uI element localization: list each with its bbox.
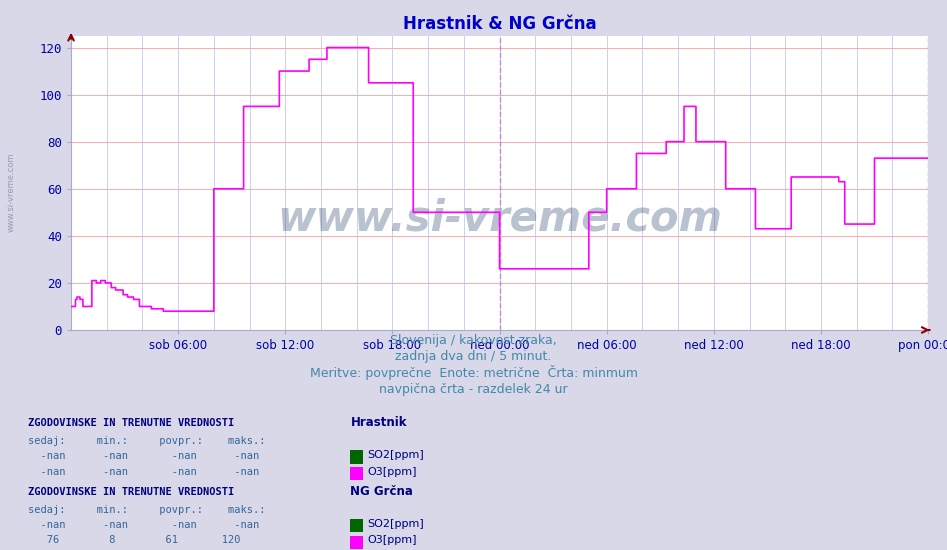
- Text: -nan      -nan       -nan      -nan: -nan -nan -nan -nan: [28, 466, 259, 477]
- Text: sedaj:     min.:     povpr.:    maks.:: sedaj: min.: povpr.: maks.:: [28, 436, 266, 446]
- Text: NG Grčna: NG Grčna: [350, 485, 413, 498]
- Text: ZGODOVINSKE IN TRENUTNE VREDNOSTI: ZGODOVINSKE IN TRENUTNE VREDNOSTI: [28, 487, 235, 497]
- Text: -nan      -nan       -nan      -nan: -nan -nan -nan -nan: [28, 451, 259, 461]
- Text: -nan      -nan       -nan      -nan: -nan -nan -nan -nan: [28, 520, 259, 530]
- Text: Meritve: povprečne  Enote: metrične  Črta: minmum: Meritve: povprečne Enote: metrične Črta:…: [310, 365, 637, 380]
- Text: 76        8        61       120: 76 8 61 120: [28, 535, 241, 546]
- Text: www.si-vreme.com: www.si-vreme.com: [277, 197, 722, 239]
- Text: sedaj:     min.:     povpr.:    maks.:: sedaj: min.: povpr.: maks.:: [28, 504, 266, 515]
- Text: Hrastnik: Hrastnik: [350, 416, 407, 429]
- Text: ZGODOVINSKE IN TRENUTNE VREDNOSTI: ZGODOVINSKE IN TRENUTNE VREDNOSTI: [28, 418, 235, 428]
- Text: Slovenija / kakovost zraka,: Slovenija / kakovost zraka,: [390, 334, 557, 346]
- Text: navpična črta - razdelek 24 ur: navpična črta - razdelek 24 ur: [379, 383, 568, 396]
- Title: Hrastnik & NG Grčna: Hrastnik & NG Grčna: [402, 15, 597, 33]
- Text: O3[ppm]: O3[ppm]: [367, 466, 417, 477]
- Text: SO2[ppm]: SO2[ppm]: [367, 519, 424, 529]
- Text: O3[ppm]: O3[ppm]: [367, 535, 417, 546]
- Text: zadnja dva dni / 5 minut.: zadnja dva dni / 5 minut.: [395, 350, 552, 363]
- Text: www.si-vreme.com: www.si-vreme.com: [7, 153, 16, 232]
- Text: SO2[ppm]: SO2[ppm]: [367, 450, 424, 460]
